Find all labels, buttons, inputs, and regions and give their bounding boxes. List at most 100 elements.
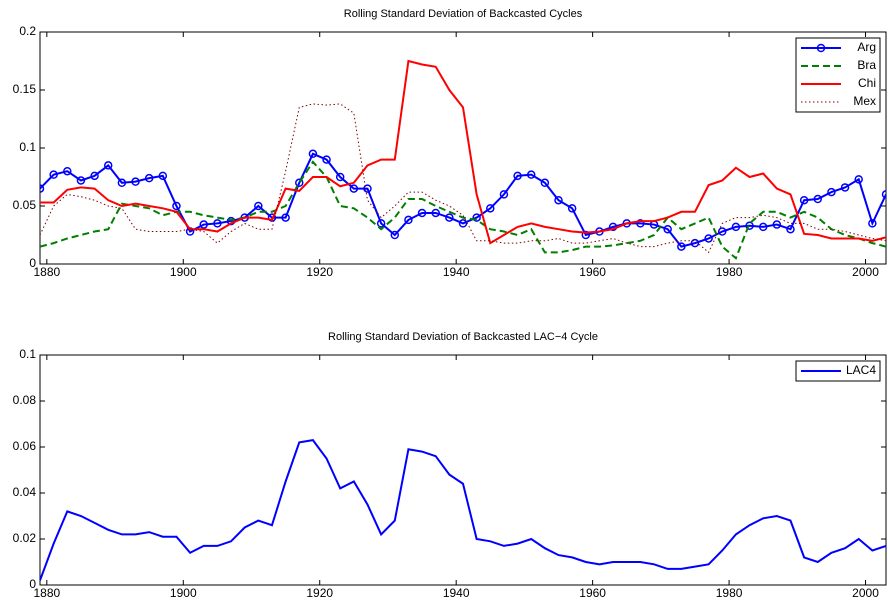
legend-label: Mex bbox=[853, 94, 876, 108]
marker bbox=[813, 194, 823, 204]
marker bbox=[472, 213, 481, 222]
marker bbox=[144, 173, 154, 183]
x-tick-label: 1940 bbox=[443, 586, 470, 600]
marker bbox=[731, 222, 741, 232]
x-tick-label: 1920 bbox=[306, 586, 333, 600]
marker bbox=[117, 178, 127, 188]
marker bbox=[404, 215, 413, 225]
chart-title: Rolling Standard Deviation of Backcasted… bbox=[328, 331, 598, 343]
marker bbox=[758, 222, 768, 232]
legend-box bbox=[795, 37, 881, 113]
marker bbox=[745, 221, 754, 230]
marker bbox=[567, 204, 577, 213]
marker bbox=[499, 190, 509, 199]
marker bbox=[431, 208, 440, 218]
legend-label: Chi bbox=[858, 76, 876, 90]
series-line bbox=[40, 439, 886, 581]
marker bbox=[417, 208, 427, 218]
x-tick-label: 1980 bbox=[716, 586, 743, 600]
marker bbox=[677, 242, 686, 251]
y-tick-label: 0.08 bbox=[13, 393, 37, 407]
marker bbox=[540, 178, 550, 188]
marker bbox=[63, 166, 72, 176]
x-tick-label: 1980 bbox=[716, 265, 743, 279]
axes-frame bbox=[39, 31, 887, 265]
marker bbox=[363, 184, 372, 193]
x-tick-label: 1920 bbox=[306, 265, 333, 279]
y-tick-label: 0 bbox=[29, 577, 36, 591]
marker bbox=[49, 170, 58, 179]
marker bbox=[281, 213, 290, 222]
y-tick-label: 0.15 bbox=[13, 82, 37, 96]
marker bbox=[90, 171, 99, 181]
axes-frame bbox=[39, 354, 887, 586]
x-tick-label: 2000 bbox=[852, 265, 879, 279]
x-tick-label: 1940 bbox=[443, 265, 470, 279]
plot-area bbox=[40, 439, 886, 581]
marker bbox=[254, 201, 263, 211]
legend-label: Arg bbox=[857, 40, 876, 54]
legend-marker bbox=[816, 43, 826, 53]
x-tick-label: 1960 bbox=[579, 265, 606, 279]
marker bbox=[445, 213, 454, 222]
marker bbox=[172, 201, 181, 211]
y-tick-label: 0.05 bbox=[13, 198, 37, 212]
marker bbox=[376, 219, 386, 228]
marker bbox=[40, 184, 45, 193]
marker bbox=[322, 155, 331, 164]
marker bbox=[718, 227, 727, 236]
marker bbox=[786, 224, 795, 234]
marker bbox=[881, 190, 886, 199]
marker bbox=[199, 220, 208, 229]
y-tick-label: 0.2 bbox=[19, 24, 36, 38]
marker bbox=[103, 161, 113, 170]
y-tick-label: 0 bbox=[29, 256, 36, 270]
marker bbox=[526, 170, 536, 179]
marker bbox=[690, 238, 700, 248]
y-tick-label: 0.02 bbox=[13, 531, 37, 545]
series-line bbox=[40, 59, 886, 245]
plot-area bbox=[40, 59, 886, 260]
y-tick-label: 0.06 bbox=[13, 439, 37, 453]
marker bbox=[131, 177, 140, 186]
x-tick-label: 2000 bbox=[852, 586, 879, 600]
marker bbox=[295, 178, 304, 188]
marker bbox=[868, 219, 877, 228]
marker bbox=[827, 187, 836, 197]
chart-title: Rolling Standard Deviation of Backcasted… bbox=[344, 8, 583, 20]
x-tick-label: 1900 bbox=[170, 586, 197, 600]
legend-label: Bra bbox=[857, 58, 876, 72]
marker bbox=[158, 171, 168, 181]
series-line bbox=[40, 152, 886, 248]
marker bbox=[840, 183, 850, 192]
marker bbox=[513, 171, 522, 181]
marker bbox=[308, 149, 318, 159]
series-line bbox=[40, 160, 886, 260]
marker bbox=[349, 184, 359, 193]
marker bbox=[581, 230, 591, 240]
y-tick-label: 0.04 bbox=[13, 485, 37, 499]
x-tick-label: 1900 bbox=[170, 265, 197, 279]
marker bbox=[335, 172, 345, 182]
marker bbox=[76, 176, 86, 185]
marker bbox=[636, 219, 645, 228]
x-tick-label: 1960 bbox=[579, 586, 606, 600]
marker bbox=[554, 195, 563, 205]
x-tick-label: 1880 bbox=[33, 586, 60, 600]
marker bbox=[486, 204, 495, 213]
series-line bbox=[40, 103, 886, 254]
x-tick-label: 1880 bbox=[33, 265, 60, 279]
marker bbox=[458, 219, 468, 228]
y-tick-label: 0.1 bbox=[19, 347, 36, 361]
legend-label: LAC4 bbox=[846, 363, 876, 377]
marker bbox=[704, 234, 713, 243]
marker bbox=[663, 224, 672, 234]
marker bbox=[854, 175, 863, 184]
marker bbox=[799, 195, 809, 205]
marker bbox=[772, 220, 782, 229]
marker bbox=[267, 213, 277, 222]
marker bbox=[390, 230, 400, 240]
marker bbox=[213, 219, 222, 228]
y-tick-label: 0.1 bbox=[19, 140, 36, 154]
